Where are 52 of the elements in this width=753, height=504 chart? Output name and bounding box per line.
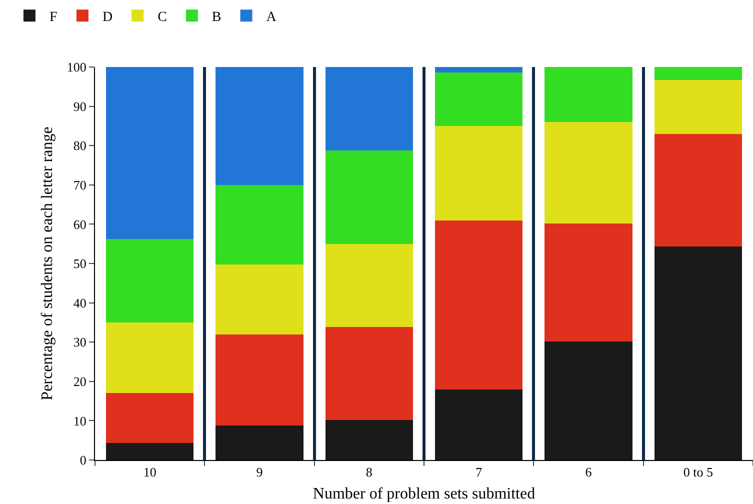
y-tick-label: 20 <box>73 374 86 389</box>
y-tick-label: 90 <box>73 98 86 114</box>
bar <box>106 322 194 393</box>
x-tick-label: 8 <box>366 464 372 480</box>
bar <box>544 122 632 224</box>
bar <box>325 327 414 420</box>
x-axis-title: Number of problem sets submitted <box>312 485 536 502</box>
bar <box>654 80 742 134</box>
bar <box>544 67 632 122</box>
y-axis-title: Percentage of students on each letter range <box>38 126 56 400</box>
bar <box>434 72 523 126</box>
legend-label: F <box>49 10 58 26</box>
y-tick-label: 40 <box>73 295 86 310</box>
bar <box>544 341 632 460</box>
y-tick-label: 50 <box>73 256 86 272</box>
bar <box>434 390 523 460</box>
x-tick-label: 7 <box>476 464 483 480</box>
y-tick-label: 60 <box>73 216 86 232</box>
bar <box>106 67 194 240</box>
y-tick-label: 70 <box>73 177 86 192</box>
y-tick-label: 10 <box>73 413 86 428</box>
bar <box>654 67 742 80</box>
bar <box>654 246 742 460</box>
y-tick-label: 100 <box>66 60 86 75</box>
x-tick-label: 6 <box>585 464 592 480</box>
y-tick-label: 0 <box>80 452 86 468</box>
x-tick-label: 9 <box>256 464 263 480</box>
legend-label: A <box>266 10 278 26</box>
y-tick-label: 80 <box>73 138 86 154</box>
legend-label: C <box>158 10 167 26</box>
bar <box>544 223 632 342</box>
bar <box>325 244 414 328</box>
bar <box>216 184 304 264</box>
legend-label: D <box>102 10 113 26</box>
legend-label: B <box>212 10 222 26</box>
bar <box>325 67 414 150</box>
x-tick-label: 0 to 5 <box>683 464 713 480</box>
bar <box>654 134 742 247</box>
bar <box>216 425 304 460</box>
x-tick-label: 10 <box>143 464 156 480</box>
bar <box>106 392 194 444</box>
bar <box>325 420 414 460</box>
bar <box>106 239 194 322</box>
bar <box>216 67 304 185</box>
bar <box>216 264 304 335</box>
bar <box>216 334 304 426</box>
y-tick-label: 30 <box>73 334 86 350</box>
bar <box>434 220 523 390</box>
bar <box>106 443 194 460</box>
bar <box>434 67 523 72</box>
bar <box>434 126 523 220</box>
bar <box>325 150 414 244</box>
